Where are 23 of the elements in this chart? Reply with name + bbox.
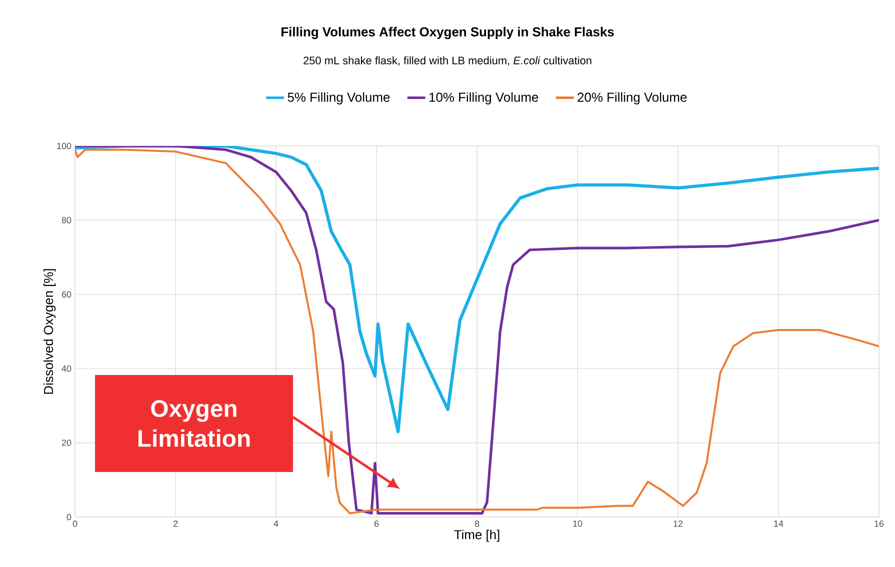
x-tick-label: 8 — [474, 520, 480, 527]
chart-title: Filling Volumes Affect Oxygen Supply in Shake Flasks — [282, 26, 614, 40]
y-tick-label: 40 — [62, 365, 72, 372]
x-tick-label: 0 — [72, 520, 78, 527]
y-tick-label: 60 — [62, 291, 72, 298]
y-tick-label: 100 — [57, 142, 72, 150]
x-tick-label: 4 — [274, 520, 278, 527]
y-tick-label: 0 — [66, 514, 72, 520]
annotation: Oxygen Limitation — [138, 400, 250, 447]
x-tick-label: 2 — [173, 520, 178, 527]
x-tick-label: 6 — [374, 520, 379, 527]
x-axis-title: Time [h] — [454, 530, 500, 542]
y-tick-label: 20 — [62, 440, 72, 446]
legend-label: 5% Filling Volume — [288, 92, 390, 104]
legend-label: 10% Filling Volume — [430, 92, 538, 104]
x-tick-label: 10 — [573, 520, 582, 527]
x-tick-label: 14 — [774, 520, 784, 527]
x-tick-label: 16 — [874, 520, 884, 527]
legend-label: 20% Filling Volume — [578, 92, 687, 104]
y-tick-label: 80 — [62, 217, 72, 224]
x-tick-label: 12 — [674, 520, 683, 527]
chart-subtitle: 250 mL shake flask, filled with LB medium, E.coli cultivation — [304, 56, 592, 66]
y-axis-title: Dissolved Oxygen [%] — [44, 269, 56, 394]
